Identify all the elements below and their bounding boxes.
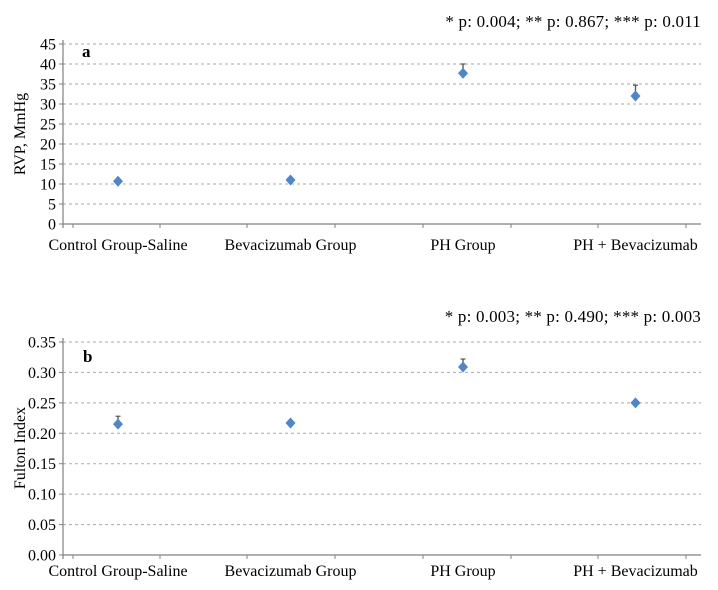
y-tick-label: 0.30 xyxy=(28,365,56,382)
data-point-marker xyxy=(113,418,123,430)
data-point-marker xyxy=(285,174,296,186)
y-tick-label: 0.35 xyxy=(28,335,56,352)
x-category-label: PH + Bevacizumab xyxy=(573,237,698,254)
y-tick-label: 0.20 xyxy=(28,426,56,443)
y-tick-label: 45 xyxy=(40,37,56,54)
data-point-marker xyxy=(630,90,641,102)
x-category-label: PH + Bevacizumab xyxy=(573,563,698,580)
y-tick-label: 20 xyxy=(40,137,56,154)
x-category-label: PH Group xyxy=(430,563,495,580)
y-tick-label: 5 xyxy=(48,197,56,214)
data-point-marker xyxy=(458,67,468,79)
x-category-label: Bevacizumab Group xyxy=(225,563,357,580)
y-tick-label: 25 xyxy=(40,117,56,134)
y-tick-label: 0 xyxy=(48,217,56,234)
panel-b: * p: 0.003; ** p: 0.490; *** p: 0.003 b … xyxy=(0,295,718,590)
y-tick-label: 15 xyxy=(40,157,56,174)
x-category-label: Bevacizumab Group xyxy=(225,237,357,254)
data-point-marker xyxy=(113,175,123,187)
y-tick-label: 10 xyxy=(40,177,56,194)
scatter-plot-a: 0 5 10 15 20 25 30 35 40 45 Control Group-Saline Be… xyxy=(40,37,701,254)
y-tick-label: 35 xyxy=(40,77,56,94)
x-category-label: Control Group-Saline xyxy=(48,237,187,254)
panel-letter-b: b xyxy=(83,347,93,366)
p-values-annotation-a: * p: 0.004; ** p: 0.867; *** p: 0.011 xyxy=(445,12,701,31)
y-tick-label: 40 xyxy=(40,57,56,74)
data-point-marker xyxy=(630,397,641,409)
scatter-plot-b: 0.00 0.05 0.10 0.15 0.20 0.25 0.30 0.35 Control … xyxy=(28,335,701,580)
data-point-marker xyxy=(458,361,468,373)
y-tick-label: 30 xyxy=(40,97,56,114)
y-tick-label: 0.25 xyxy=(28,395,56,412)
y-tick-label: 0.05 xyxy=(28,517,56,534)
p-values-annotation-b: * p: 0.003; ** p: 0.490; *** p: 0.003 xyxy=(444,307,701,326)
y-tick-label: 0.10 xyxy=(28,487,56,504)
x-category-label: PH Group xyxy=(430,237,495,254)
panel-a: * p: 0.004; ** p: 0.867; *** p: 0.011 a … xyxy=(12,12,701,254)
data-point-marker xyxy=(285,417,296,429)
y-tick-label: 0.00 xyxy=(28,548,56,565)
y-tick-label: 0.15 xyxy=(28,456,56,473)
x-category-label: Control Group-Saline xyxy=(48,563,187,580)
panel-letter-a: a xyxy=(82,42,91,61)
